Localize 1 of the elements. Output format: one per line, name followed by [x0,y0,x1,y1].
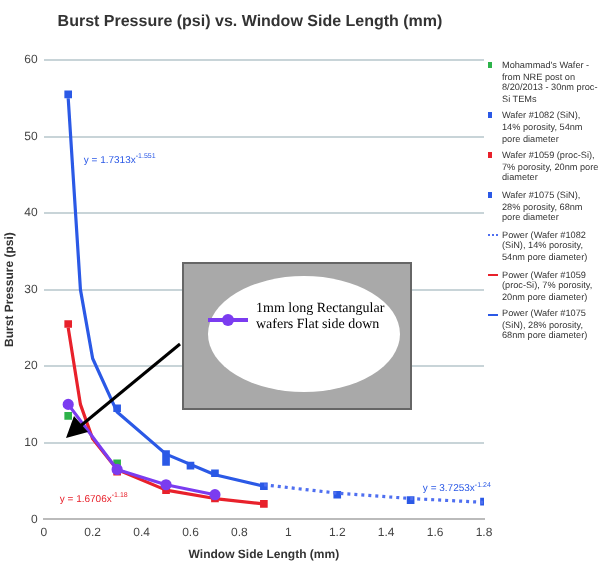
chart-title: Burst Pressure (psi) vs. Window Side Length (mm) [55,12,445,30]
